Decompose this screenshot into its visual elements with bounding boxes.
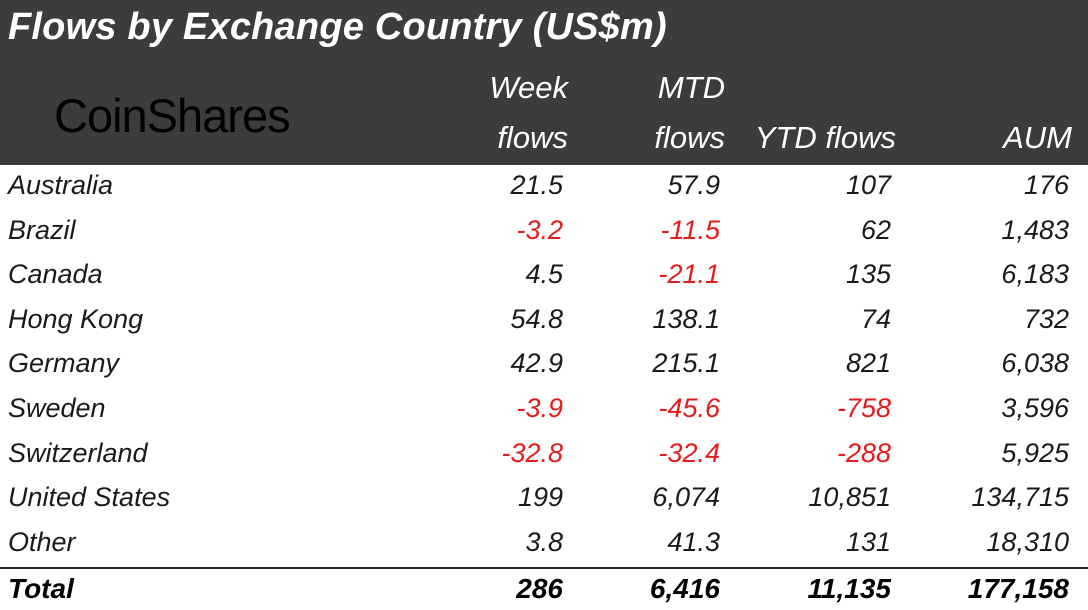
aum-cell: 732 — [1023, 303, 1069, 334]
country-cell: Other — [8, 526, 76, 557]
ytd-flows-cell: 131 — [845, 526, 891, 557]
table-header: Flows by Exchange Country (US$m) CoinSha… — [0, 0, 1088, 165]
week-flows-header-line1: Week — [489, 70, 568, 105]
mtd-flows-cell: -45.6 — [658, 392, 720, 423]
table-title: Flows by Exchange Country (US$m) — [8, 6, 667, 48]
aum-cell: 134,715 — [971, 482, 1069, 513]
total-ytd-flows: 11,135 — [807, 573, 891, 604]
ytd-flows-cell: 135 — [845, 259, 891, 290]
mtd-flows-header-line1: MTD — [657, 70, 725, 105]
total-aum: 177,158 — [967, 573, 1069, 604]
mtd-flows-cell: -21.1 — [658, 259, 720, 290]
mtd-flows-cell: -32.4 — [658, 437, 720, 468]
mtd-flows-cell: 41.3 — [667, 526, 720, 557]
week-flows-cell: -3.9 — [516, 392, 563, 423]
mtd-flows-header-line2: flows — [654, 120, 725, 155]
week-flows-cell: 42.9 — [510, 348, 563, 379]
table-row: Sweden -3.9 -45.6 -758 3,596 — [0, 389, 1088, 434]
country-cell: Australia — [8, 170, 114, 200]
table-row: Other 3.8 41.3 131 18,310 — [0, 523, 1088, 568]
mtd-flows-cell: 57.9 — [667, 170, 720, 200]
aum-cell: 6,038 — [1001, 348, 1069, 379]
table-row: Switzerland -32.8 -32.4 -288 5,925 — [0, 434, 1088, 479]
ytd-flows-cell: 821 — [845, 348, 891, 379]
mtd-flows-cell: -11.5 — [660, 214, 720, 245]
table-row: Brazil -3.2 -11.5 62 1,483 — [0, 211, 1088, 256]
table-body: Australia 21.5 57.9 107 176 Brazil -3.2 -11.5 62… — [0, 166, 1088, 567]
ytd-flows-cell: 74 — [860, 303, 891, 334]
ytd-flows-header: YTD flows — [754, 120, 896, 155]
week-flows-cell: -32.8 — [501, 437, 563, 468]
total-mtd-flows: 6,416 — [649, 573, 720, 604]
table-row: Hong Kong 54.8 138.1 74 732 — [0, 300, 1088, 345]
country-cell: Germany — [8, 348, 120, 379]
aum-cell: 3,596 — [1001, 392, 1069, 423]
total-week-flows: 286 — [516, 573, 563, 604]
ytd-flows-cell: 10,851 — [808, 482, 891, 513]
country-cell: Switzerland — [8, 437, 148, 468]
total-label: Total — [8, 573, 74, 604]
total-row: Total 286 6,416 11,135 177,158 — [0, 570, 1088, 610]
aum-cell: 176 — [1023, 170, 1069, 200]
ytd-flows-cell: 62 — [860, 214, 891, 245]
aum-header: AUM — [1003, 120, 1072, 155]
week-flows-cell: -3.2 — [516, 214, 563, 245]
week-flows-cell: 3.8 — [525, 526, 563, 557]
table-row: Germany 42.9 215.1 821 6,038 — [0, 344, 1088, 389]
week-flows-cell: 54.8 — [510, 303, 563, 334]
aum-cell: 1,483 — [1001, 214, 1069, 245]
country-cell: Hong Kong — [8, 303, 144, 334]
mtd-flows-cell: 6,074 — [652, 482, 720, 513]
mtd-flows-cell: 215.1 — [652, 348, 720, 379]
week-flows-header-line2: flows — [497, 120, 568, 155]
country-cell: Canada — [8, 259, 103, 290]
coinshares-logo: CoinShares — [54, 89, 291, 142]
ytd-flows-cell: -288 — [836, 437, 891, 468]
mtd-flows-cell: 138.1 — [652, 303, 720, 334]
country-cell: Brazil — [8, 214, 76, 245]
ytd-flows-cell: 107 — [845, 170, 891, 200]
aum-cell: 6,183 — [1001, 259, 1069, 290]
week-flows-cell: 199 — [517, 482, 563, 513]
table-row: Australia 21.5 57.9 107 176 — [0, 166, 1088, 211]
country-cell: Sweden — [8, 392, 106, 423]
week-flows-cell: 21.5 — [510, 170, 563, 200]
country-cell: United States — [8, 482, 171, 513]
ytd-flows-cell: -758 — [836, 392, 891, 423]
aum-cell: 18,310 — [986, 526, 1069, 557]
table-row: United States 199 6,074 10,851 134,715 — [0, 478, 1088, 523]
table-row: Canada 4.5 -21.1 135 6,183 — [0, 255, 1088, 300]
week-flows-cell: 4.5 — [525, 259, 563, 290]
total-divider — [0, 567, 1088, 569]
aum-cell: 5,925 — [1001, 437, 1069, 468]
